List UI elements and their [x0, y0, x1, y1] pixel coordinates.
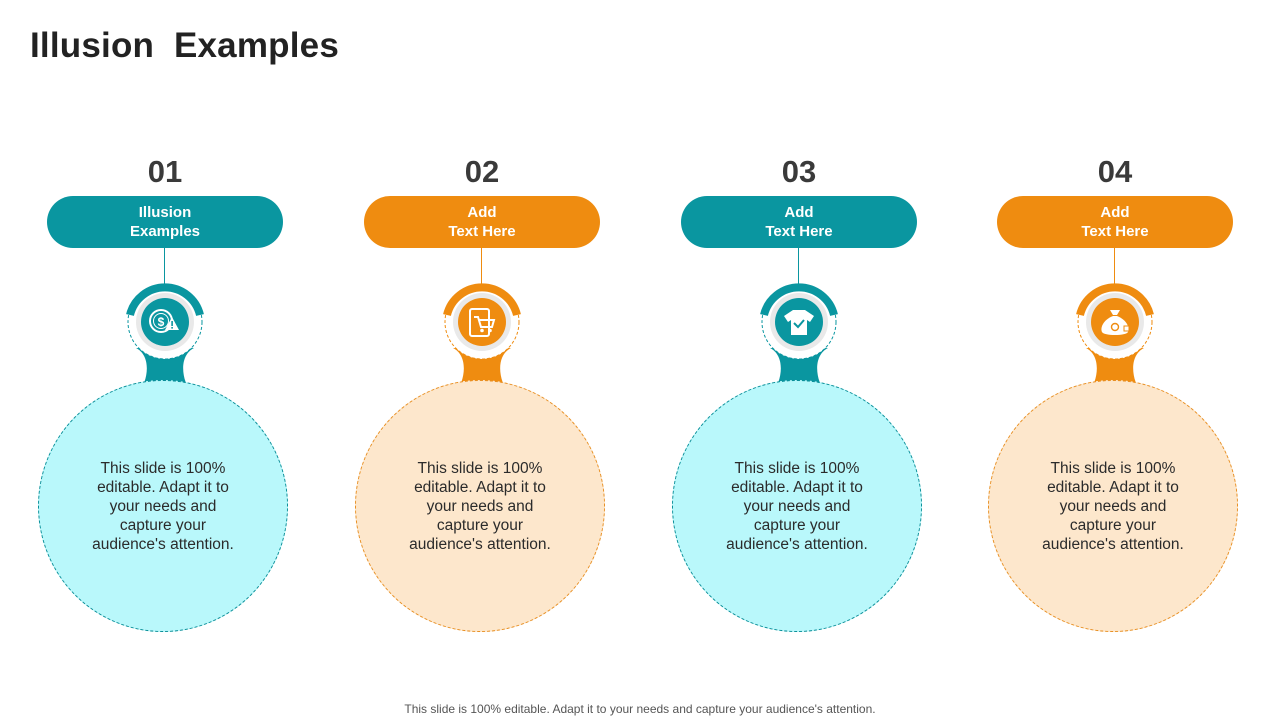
connector-line: [1114, 248, 1115, 284]
description-text: This slide is 100% editable. Adapt it to…: [409, 459, 551, 553]
description-bubble: This slide is 100% editable. Adapt it to…: [672, 380, 922, 632]
step-label-line1: Add: [784, 204, 814, 221]
step-label-line2: Text Here: [1081, 223, 1149, 240]
step-label-pill: Add Text Here: [681, 196, 917, 248]
step-number: 03: [781, 154, 817, 189]
connector-line: [798, 248, 799, 284]
page-title: Illusion Examples: [30, 26, 339, 65]
step-card-3: 03 Add Text Here This slide is 100% edit…: [669, 0, 929, 720]
description-bubble: This slide is 100% editable. Adapt it to…: [355, 380, 605, 632]
description-bubble: This slide is 100% editable. Adapt it to…: [38, 380, 288, 632]
step-label-line2: Text Here: [765, 223, 833, 240]
tablet-shopping-cart-icon: [469, 308, 496, 337]
step-label-pill: Illusion Examples: [47, 196, 283, 248]
step-label-line2: Text Here: [448, 223, 516, 240]
description-text: This slide is 100% editable. Adapt it to…: [726, 459, 868, 553]
step-number: 04: [1097, 154, 1133, 189]
step-label-line1: Add: [1100, 204, 1130, 221]
step-label-pill: Add Text Here: [997, 196, 1233, 248]
step-card-1: 01 Illusion Examples $ This slide is 100…: [35, 0, 295, 720]
step-label-line2: Examples: [129, 223, 201, 240]
connector-line: [164, 248, 165, 284]
step-card-4: 04 Add Text Here This slide is 100% edit…: [985, 0, 1245, 720]
icon-badge: [760, 283, 838, 383]
dollar-coin-info-icon: $: [149, 309, 179, 333]
description-text: This slide is 100% editable. Adapt it to…: [1042, 459, 1184, 553]
description-text: This slide is 100% editable. Adapt it to…: [92, 459, 234, 553]
step-label-line1: Add: [467, 204, 497, 221]
step-label-pill: Add Text Here: [364, 196, 600, 248]
icon-badge: [1076, 283, 1154, 383]
tshirt-icon: [784, 310, 814, 335]
money-bag-icon: [1101, 310, 1130, 335]
step-number: 01: [147, 154, 183, 189]
connector-line: [481, 248, 482, 284]
description-bubble: This slide is 100% editable. Adapt it to…: [988, 380, 1238, 632]
step-label-line1: Illusion: [138, 204, 192, 221]
icon-badge: $: [126, 283, 204, 383]
icon-badge: [443, 283, 521, 383]
svg-text:$: $: [158, 315, 165, 329]
step-number: 02: [464, 154, 500, 189]
step-card-2: 02 Add Text Here This slide is 100% edit…: [352, 0, 612, 720]
footer-note: This slide is 100% editable. Adapt it to…: [404, 702, 876, 716]
